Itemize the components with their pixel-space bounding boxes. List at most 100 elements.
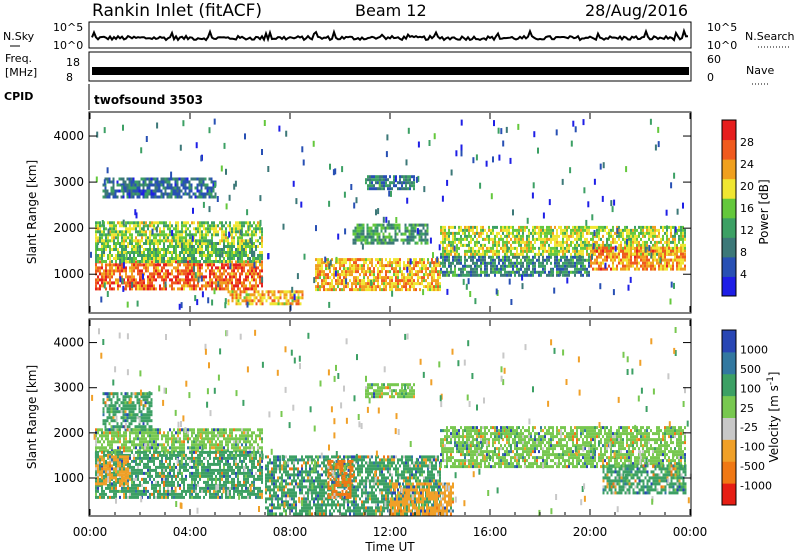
power-cell [139, 242, 141, 245]
power-cell [199, 224, 201, 228]
velocity-cell [159, 428, 161, 432]
power-cell [634, 246, 636, 250]
power-cell [205, 245, 207, 248]
velocity-cell [95, 437, 97, 441]
power-cell [379, 285, 381, 289]
power-cell [105, 275, 107, 279]
power-cell [586, 267, 588, 271]
power-cell [219, 278, 221, 282]
power-cell [225, 168, 227, 175]
power-cell [482, 225, 484, 229]
power-cell [354, 235, 357, 239]
power-cell [413, 288, 415, 292]
power-cell [223, 245, 225, 248]
velocity-cell [187, 437, 189, 441]
power-cell [107, 263, 109, 267]
power-cell [478, 252, 480, 256]
power-cell [137, 224, 139, 228]
power-cell [446, 237, 448, 241]
power-cell [172, 233, 175, 240]
power-cell [414, 241, 417, 245]
power-cell [460, 237, 462, 241]
power-cell [426, 241, 429, 245]
power-cell [149, 245, 151, 248]
power-cell [612, 240, 614, 244]
power-cell [588, 273, 590, 277]
power-cell [381, 178, 383, 182]
power-cell [450, 270, 452, 274]
power-cell [123, 242, 125, 245]
power-cell [606, 249, 608, 253]
power-cell [375, 258, 377, 262]
power-cell [193, 221, 195, 225]
power-cell [259, 254, 261, 257]
velocity-cell [163, 431, 165, 435]
power-cell [574, 264, 576, 268]
power-cell [117, 287, 119, 291]
power-cell [289, 293, 292, 297]
power-cell [496, 270, 498, 274]
power-cell [169, 227, 171, 231]
power-cell [586, 258, 588, 262]
power-cell [136, 183, 139, 187]
power-cell [378, 223, 381, 227]
power-cell [544, 237, 546, 241]
power-cell [125, 227, 127, 231]
power-cell [518, 252, 520, 256]
power-cell [401, 181, 403, 185]
power-cell [105, 269, 107, 273]
power-cell [215, 227, 217, 231]
power-cell [592, 243, 595, 250]
power-cell [139, 245, 141, 248]
power-cell [227, 260, 229, 263]
power-cell [126, 183, 129, 187]
power-cell [470, 267, 472, 271]
power-cell [111, 287, 113, 291]
power-cell [253, 245, 255, 248]
power-cell [115, 266, 117, 270]
power-cell [520, 228, 522, 232]
power-cell [247, 257, 249, 260]
power-cell [211, 254, 213, 257]
velocity-cell [157, 428, 159, 432]
power-cell [239, 278, 241, 282]
power-cell [558, 249, 560, 253]
power-cell [168, 177, 171, 181]
power-cell [131, 257, 133, 260]
velocity-cell [115, 440, 117, 444]
power-cell [506, 255, 508, 259]
power-cell [470, 234, 472, 238]
power-cell [654, 258, 656, 262]
power-cell [468, 231, 470, 235]
power-cell [450, 246, 452, 250]
power-cell [460, 270, 462, 274]
power-cell [598, 234, 600, 238]
power-cell [147, 260, 149, 263]
power-cell [191, 263, 193, 267]
power-cell [618, 225, 620, 229]
power-cell [145, 248, 147, 251]
power-cell [418, 238, 421, 242]
power-cell [237, 257, 239, 260]
power-cell [415, 176, 418, 183]
power-cell [164, 180, 167, 184]
power-cell [478, 240, 480, 244]
power-cell [291, 296, 294, 300]
power-cell [178, 189, 181, 193]
power-cell [229, 221, 231, 225]
velocity-data-cells [91, 327, 692, 516]
power-cell [616, 240, 618, 244]
power-cell [99, 224, 101, 228]
power-cell [177, 278, 179, 282]
power-cell [365, 288, 367, 292]
power-cell [662, 246, 664, 250]
power-cell [389, 279, 391, 283]
power-cell [407, 282, 409, 286]
power-cell [371, 264, 373, 268]
power-cell [351, 285, 353, 289]
power-cell [678, 267, 680, 271]
power-cell [175, 236, 177, 240]
power-cell [522, 225, 524, 229]
power-cell [341, 258, 343, 262]
power-cell [556, 255, 558, 259]
